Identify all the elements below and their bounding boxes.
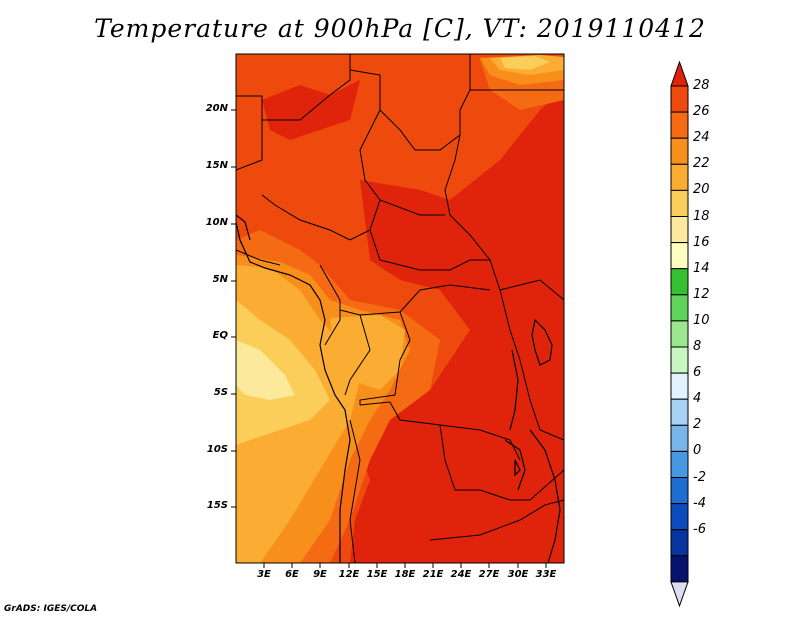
colorbar-label: 10 (693, 312, 710, 328)
colorbar-box (670, 372, 689, 400)
colorbar-box (670, 163, 689, 191)
lat-label-10s: 10S (206, 444, 228, 455)
coastlines (236, 214, 561, 563)
field-zone-20b (330, 315, 405, 390)
colorbar-label: 24 (693, 130, 710, 146)
field-zone-28 (350, 90, 564, 563)
colorbar-label: 8 (693, 339, 702, 354)
lon-label-24e: 24E (450, 569, 472, 580)
colorbar-box (670, 477, 689, 505)
colorbar-top-arrow (670, 60, 689, 87)
colorbar-label: 0 (693, 443, 702, 459)
colorbar-box (670, 216, 689, 244)
map-frame (235, 53, 565, 564)
lat-label-15n: 15N (205, 160, 228, 171)
field-zone-18 (236, 300, 330, 445)
colorbar-label: 2 (693, 417, 702, 433)
field-zone-28b (262, 80, 360, 140)
colorbar-label: 14 (693, 260, 710, 276)
lon-label-21e: 21E (422, 569, 444, 580)
field-zone-16 (236, 340, 295, 400)
lon-label-9e: 9E (313, 569, 327, 580)
colorbar-label: -2 (693, 469, 706, 485)
colorbar-label: 12 (693, 286, 710, 302)
lon-label-30e: 30E (507, 569, 529, 580)
colorbar-box (670, 555, 689, 583)
map-title: Temperature at 900hPa [C], VT: 201911041… (94, 14, 706, 43)
lat-label-15s: 15S (206, 500, 228, 511)
colorbar-label: 22 (693, 156, 710, 172)
colorbar-box (670, 85, 689, 113)
colorbar-label: 6 (693, 365, 702, 381)
colorbar-box (670, 450, 689, 478)
lat-label-20n: 20N (205, 103, 228, 114)
colorbar-label: -6 (693, 521, 706, 537)
lat-label-5n: 5N (212, 274, 228, 285)
colorbar-box (670, 503, 689, 531)
lon-label-18e: 18E (394, 569, 416, 580)
field-zone-18b (500, 56, 550, 70)
colorbar (670, 60, 689, 608)
colorbar-box (670, 320, 689, 348)
colorbar-label: 18 (693, 208, 710, 224)
lon-label-33e: 33E (535, 569, 557, 580)
lat-label-eq: EQ (212, 330, 228, 341)
colorbar-label: 20 (693, 182, 710, 198)
grads-credit: GrADS: IGES/COLA (4, 604, 98, 614)
lat-label-10n: 10N (205, 217, 228, 228)
axis-ticks (231, 109, 547, 568)
lon-label-6e: 6E (285, 569, 299, 580)
colorbar-box (670, 529, 689, 557)
lat-label-5s: 5S (213, 387, 228, 398)
colorbar-box (670, 424, 689, 452)
lon-label-27e: 27E (478, 569, 500, 580)
colorbar-box (670, 242, 689, 270)
colorbar-box (670, 294, 689, 322)
temperature-field (236, 54, 564, 563)
colorbar-box (670, 137, 689, 165)
colorbar-box (670, 268, 689, 296)
lon-label-12e: 12E (338, 569, 360, 580)
colorbar-label: 28 (693, 78, 710, 93)
colorbar-bottom-arrow (670, 581, 689, 608)
lon-label-3e: 3E (257, 569, 271, 580)
colorbar-label: 26 (693, 104, 710, 120)
colorbar-label: 16 (693, 234, 710, 250)
lon-label-15e: 15E (366, 569, 388, 580)
colorbar-label: -4 (693, 495, 706, 511)
colorbar-box (670, 189, 689, 217)
colorbar-box (670, 111, 689, 139)
colorbar-box (670, 346, 689, 374)
country-borders (236, 54, 564, 563)
colorbar-box (670, 398, 689, 426)
colorbar-label: 4 (693, 391, 702, 407)
